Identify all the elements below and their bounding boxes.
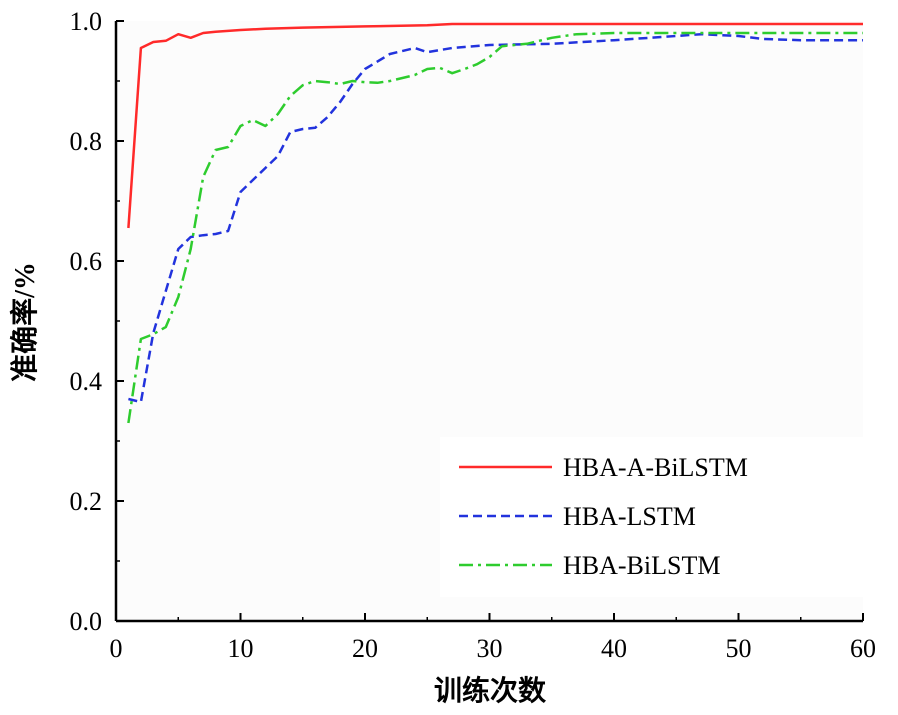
x-tick-label-1: 10 <box>228 634 254 663</box>
series-line-1 <box>128 32 863 404</box>
legend-label-2: HBA-BiLSTM <box>563 551 720 580</box>
legend-box <box>440 437 863 597</box>
y-tick-label-5: 1.0 <box>70 7 103 36</box>
series-line-0 <box>127 22 863 229</box>
y-tick-label-3: 0.6 <box>70 247 103 276</box>
series-line-2 <box>127 31 863 424</box>
x-tick-label-4: 40 <box>601 634 627 663</box>
x-tick-label-0: 0 <box>110 634 123 663</box>
legend-label-1: HBA-LSTM <box>563 502 696 531</box>
y-tick-label-2: 0.4 <box>70 367 103 396</box>
y-tick-label-1: 0.2 <box>70 487 103 516</box>
x-tick-label-5: 50 <box>726 634 752 663</box>
y-tick-label-4: 0.8 <box>70 127 103 156</box>
y-axis-label: 准确率/% <box>8 262 41 382</box>
x-tick-label-3: 30 <box>477 634 503 663</box>
y-tick-label-0: 0.0 <box>70 607 103 636</box>
x-axis-label: 训练次数 <box>434 674 547 707</box>
x-tick-label-6: 60 <box>850 634 876 663</box>
legend-label-0: HBA-A-BiLSTM <box>563 453 748 482</box>
x-tick-label-2: 20 <box>352 634 378 663</box>
